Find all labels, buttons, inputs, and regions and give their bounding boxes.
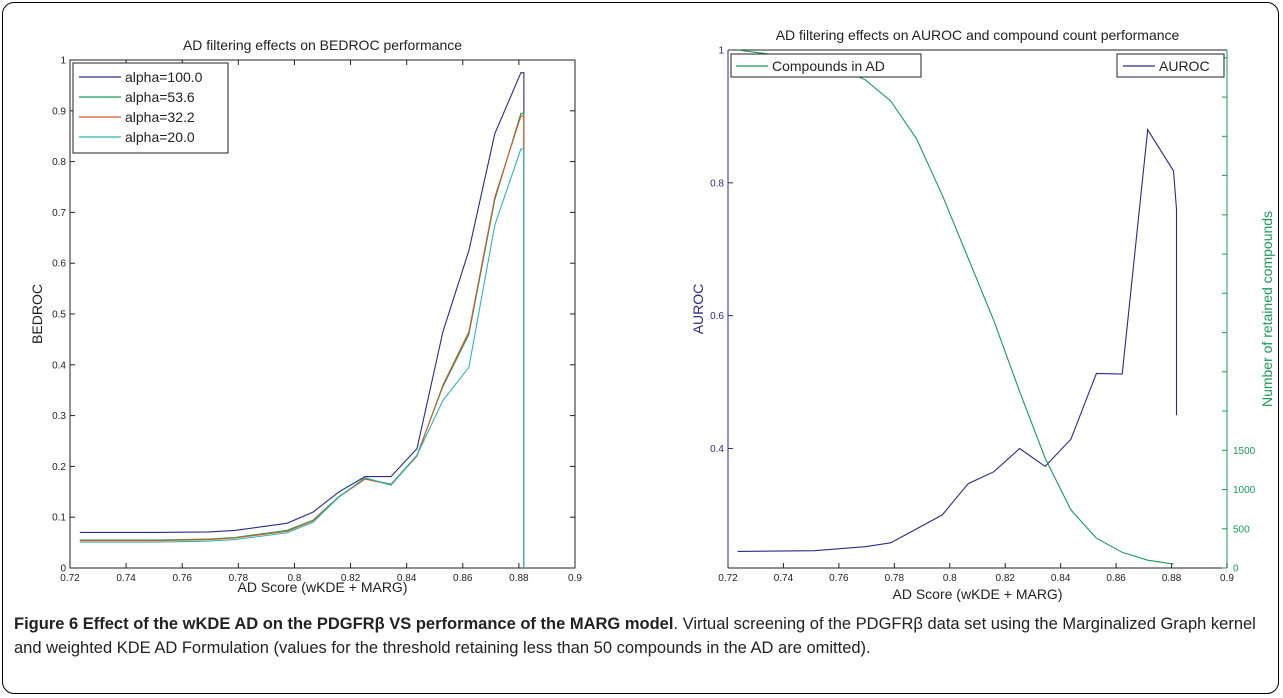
- y-tick-label: 0.8: [710, 178, 724, 189]
- auroc-count-chart: 0.72 0.74 0.76 0.78 0.8 0.82 0.84 0.86 0.88 0.9 0.…: [690, 27, 1275, 602]
- caption-title: Figure 6 Effect of the wKDE AD on the PD…: [14, 615, 674, 633]
- x-tick-label: 0.9: [568, 573, 582, 584]
- x-tick-label: 0.88: [1162, 573, 1182, 584]
- x-axis-label: AD Score (wKDE + MARG): [893, 586, 1063, 602]
- y-tick-label: 0.6: [710, 311, 724, 322]
- x-tick-label: 0.84: [1051, 573, 1071, 584]
- legend-box-auroc: [1116, 53, 1225, 78]
- y-tick-label: 0.2: [52, 462, 66, 473]
- caption-text: . Virtual screening of the PDGFRβ data s…: [14, 615, 1256, 657]
- y2-tick-label: 0: [1233, 564, 1239, 575]
- x-tick-label: 0.8: [287, 573, 301, 584]
- legend-label: alpha=53.6: [125, 89, 195, 105]
- y-axis-label: BEDROC: [29, 284, 45, 344]
- y-tick-label: 0.7: [52, 208, 66, 219]
- y-tick-label: 0.9: [52, 106, 66, 117]
- legend-label: AUROC: [1159, 58, 1210, 74]
- x-tick-label: 0.76: [172, 573, 192, 584]
- legend-label: alpha=20.0: [125, 129, 195, 145]
- y-tick-label: 1: [60, 56, 66, 67]
- x-tick-label: 0.86: [453, 573, 473, 584]
- x-tick-label: 0.72: [718, 573, 738, 584]
- x-tick-label: 0.78: [229, 573, 249, 584]
- y-tick-label: 0.4: [52, 360, 66, 371]
- y-tick-label: 0.8: [52, 157, 66, 168]
- x-tick-label: 0.8: [943, 573, 957, 584]
- y-tick-label: 1: [718, 46, 724, 57]
- x-tick-label: 0.74: [774, 573, 794, 584]
- y2-tick-label: 500: [1233, 524, 1250, 535]
- y-tick-label: 0.4: [710, 444, 724, 455]
- y-tick-label: 0.3: [52, 411, 66, 422]
- y2-axis-label: Number of retained compounds: [1259, 211, 1275, 407]
- x-tick-label: 0.84: [397, 573, 417, 584]
- y-tick-label: 0.1: [52, 513, 66, 524]
- x-tick-label: 0.76: [829, 573, 849, 584]
- x-tick-label: 0.78: [885, 573, 905, 584]
- figure-charts: 0.72 0.74 0.76 0.78 0.8 0.82 0.84 0.86 0.88 0.900…: [29, 27, 1275, 602]
- y-tick-label: 0: [60, 564, 66, 575]
- series-line-compounds-in-ad: [737, 49, 1174, 565]
- series-line-alpha-53-6: [79, 112, 525, 568]
- legend-box-compounds: [730, 53, 922, 78]
- series-line-alpha-32-2: [79, 115, 525, 568]
- series-line-auroc: [737, 128, 1178, 552]
- y2-tick-label: 1500: [1233, 446, 1256, 457]
- bedroc-chart: 0.72 0.74 0.76 0.78 0.8 0.82 0.84 0.86 0.88 0.9 0 0…: [29, 37, 582, 595]
- legend-label: Compounds in AD: [772, 58, 885, 74]
- x-tick-label: 0.86: [1106, 573, 1126, 584]
- legend-label: alpha=100.0: [125, 69, 203, 85]
- x-tick-label: 0.72: [60, 573, 80, 584]
- x-tick-label: 0.9: [1220, 573, 1234, 584]
- x-axis-label: AD Score (wKDE + MARG): [238, 579, 408, 595]
- x-tick-label: 0.88: [509, 573, 529, 584]
- figure-caption: Figure 6 Effect of the wKDE AD on the PD…: [14, 612, 1269, 660]
- series-line-alpha-100-0: [79, 72, 525, 568]
- x-tick-label: 0.82: [995, 573, 1015, 584]
- x-tick-label: 0.74: [116, 573, 136, 584]
- chart-title: AD filtering effects on AUROC and compou…: [776, 27, 1180, 43]
- x-tick-label: 0.82: [341, 573, 361, 584]
- legend-label: alpha=32.2: [125, 109, 195, 125]
- y2-tick-label: 1000: [1233, 485, 1256, 496]
- series-line-alpha-20-0: [79, 148, 525, 568]
- legend-box: [72, 62, 229, 154]
- y-tick-label: 0.6: [52, 259, 66, 270]
- y-axis-label: AUROC: [690, 284, 706, 335]
- chart-title: AD filtering effects on BEDROC performan…: [183, 37, 462, 53]
- y-tick-label: 0.5: [52, 310, 66, 321]
